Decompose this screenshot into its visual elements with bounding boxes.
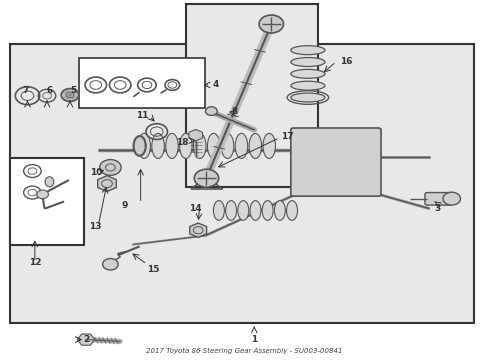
Text: 9: 9 [122, 201, 128, 210]
Ellipse shape [263, 134, 275, 158]
Circle shape [100, 159, 121, 175]
Ellipse shape [213, 201, 224, 220]
Ellipse shape [290, 46, 325, 55]
Ellipse shape [262, 201, 273, 220]
Ellipse shape [235, 134, 247, 158]
Ellipse shape [290, 81, 325, 90]
Circle shape [194, 169, 218, 187]
Text: 6: 6 [46, 86, 53, 95]
Ellipse shape [237, 201, 248, 220]
Ellipse shape [151, 134, 164, 158]
Ellipse shape [290, 58, 325, 67]
FancyBboxPatch shape [424, 193, 451, 205]
Text: 5: 5 [71, 86, 77, 95]
Text: 3: 3 [434, 204, 440, 213]
Text: 17: 17 [281, 132, 293, 141]
Ellipse shape [225, 201, 236, 220]
Circle shape [205, 107, 217, 116]
Ellipse shape [274, 201, 285, 220]
Circle shape [442, 192, 460, 205]
Text: 18: 18 [176, 138, 188, 147]
Text: 11: 11 [136, 111, 148, 120]
Ellipse shape [165, 134, 178, 158]
Circle shape [37, 190, 48, 199]
Ellipse shape [290, 93, 325, 102]
Text: 2017 Toyota 86 Steering Gear Assembly - SU003-00841: 2017 Toyota 86 Steering Gear Assembly - … [146, 348, 342, 354]
Ellipse shape [248, 134, 261, 158]
Bar [10, 44, 473, 323]
Bar [10, 158, 83, 244]
Text: 16: 16 [339, 57, 351, 66]
Text: 10: 10 [89, 168, 102, 177]
Circle shape [102, 258, 118, 270]
Text: 4: 4 [212, 81, 219, 90]
Ellipse shape [286, 201, 297, 220]
Bar [185, 4, 317, 187]
Circle shape [61, 89, 79, 102]
Ellipse shape [207, 134, 220, 158]
Ellipse shape [249, 201, 261, 220]
Circle shape [259, 15, 283, 33]
Text: 15: 15 [147, 265, 159, 274]
Ellipse shape [45, 177, 54, 187]
Ellipse shape [290, 69, 325, 78]
Text: 2: 2 [83, 335, 90, 344]
Text: 12: 12 [28, 258, 41, 267]
Text: 1: 1 [251, 335, 257, 344]
Ellipse shape [138, 134, 150, 158]
Bar [79, 58, 205, 108]
Ellipse shape [193, 134, 205, 158]
Ellipse shape [179, 134, 192, 158]
Text: 8: 8 [231, 107, 237, 116]
Text: 13: 13 [89, 222, 102, 231]
Ellipse shape [221, 134, 233, 158]
Text: 14: 14 [189, 204, 202, 213]
Ellipse shape [133, 136, 145, 156]
FancyBboxPatch shape [290, 128, 380, 196]
Text: 7: 7 [22, 86, 28, 95]
